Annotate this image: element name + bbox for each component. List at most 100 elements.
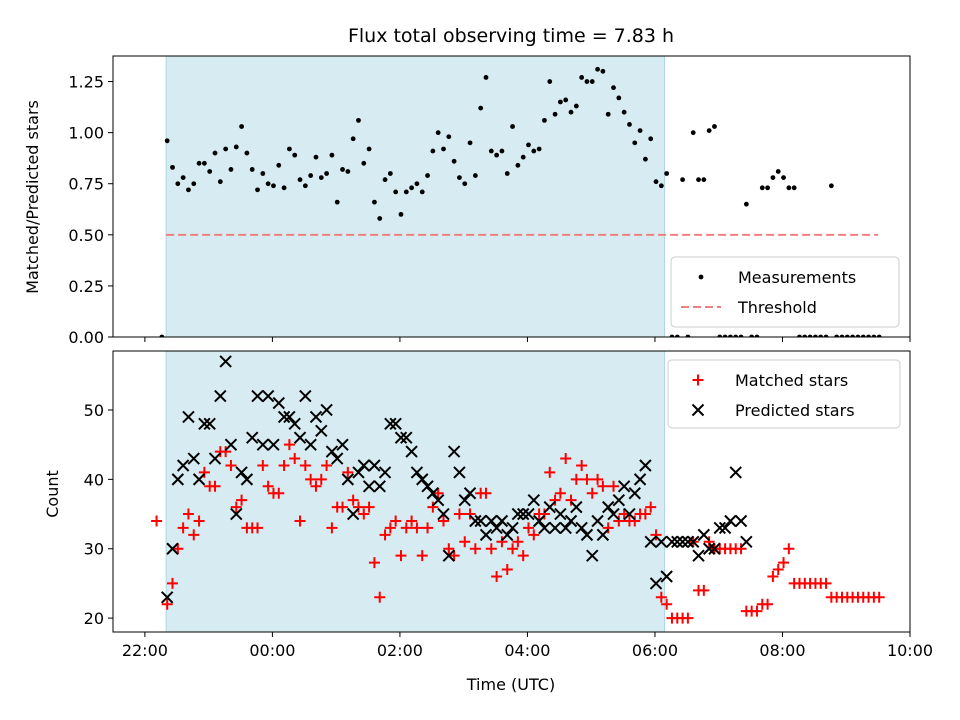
predicted-point: [623, 507, 636, 521]
predicted-point: [293, 431, 307, 444]
measurement-point: [175, 181, 181, 187]
measurement-point: [637, 128, 643, 133]
predicted-point: [447, 445, 461, 458]
predicted-point: [671, 535, 684, 549]
predicted-point: [463, 487, 477, 500]
matched-point: [570, 473, 582, 485]
plot-frame: [112, 350, 911, 633]
matched-point: [772, 564, 784, 576]
measurement-point: [765, 185, 771, 191]
predicted-point: [580, 528, 594, 542]
measurement-point: [616, 95, 622, 101]
predicted-point: [485, 514, 498, 528]
predicted-point: [230, 507, 243, 521]
measurement-point: [164, 138, 170, 144]
matched-point: [443, 543, 455, 555]
matched-point: [597, 480, 609, 492]
predicted-point: [713, 521, 726, 535]
predicted-point: [665, 535, 679, 549]
matched-point: [496, 536, 508, 548]
matched-point: [762, 598, 774, 610]
matched-point: [289, 453, 301, 465]
predicted-point: [501, 528, 514, 542]
predicted-point: [394, 431, 408, 444]
predicted-point: [649, 577, 663, 590]
measurement-point: [170, 164, 175, 170]
measurement-point: [403, 189, 409, 195]
predicted-point: [559, 521, 572, 535]
matched-point: [608, 480, 620, 492]
predicted-point: [267, 438, 280, 451]
top-panel: 0.00 0.25 0.50 0.75 1.00 1.25 Measurements Thre…: [68, 55, 911, 347]
matched-point: [384, 522, 396, 534]
predicted-point: [708, 542, 721, 555]
matched-point: [416, 550, 428, 562]
measurement-point: [398, 211, 404, 217]
predicted-point: [416, 473, 429, 486]
measurement-point: [611, 85, 616, 91]
measurement-point: [722, 334, 728, 337]
measurement-point: [499, 148, 505, 154]
measurement-point: [483, 75, 489, 80]
matched-point: [507, 543, 519, 555]
matched-point: [257, 459, 269, 471]
observing-window-band: [166, 56, 665, 337]
matched-point: [485, 543, 497, 555]
measurement-point: [706, 128, 712, 133]
measurement-point: [621, 109, 627, 115]
predicted-point: [724, 514, 737, 528]
data-layer: [151, 355, 885, 624]
measurement-point: [223, 146, 229, 152]
matched-point: [390, 515, 402, 527]
x-tick-label: 22:00: [122, 641, 168, 660]
measurement-point: [180, 175, 186, 180]
predicted-point: [538, 521, 551, 535]
measurement-point: [542, 117, 547, 123]
measurement-point: [186, 187, 191, 193]
predicted-point: [182, 410, 195, 424]
predicted-point: [522, 507, 535, 521]
measurement-point: [350, 136, 356, 142]
matched-point: [528, 529, 540, 541]
measurement-point: [292, 152, 298, 158]
measurement-point: [531, 148, 537, 154]
predicted-point: [527, 493, 541, 507]
measurement-point: [409, 185, 415, 191]
matched-point: [544, 466, 556, 478]
matched-point: [448, 550, 460, 562]
predicted-point: [336, 438, 349, 451]
y-tick-label: 30: [84, 540, 104, 559]
bottom-panel: 20 30 40 50 22:00 00:00 02:00 04:00 06:00 08:00 10…: [84, 350, 933, 660]
predicted-point: [400, 431, 413, 444]
measurement-point: [239, 124, 244, 129]
predicted-point: [490, 521, 503, 535]
legend-label: Measurements: [738, 268, 856, 287]
matched-point: [538, 508, 550, 520]
measurement-point: [366, 146, 372, 152]
predicted-point: [187, 452, 200, 465]
top-ylabel: Matched/Predicted stars: [23, 100, 42, 294]
measurement-point: [579, 75, 585, 80]
predicted-point: [277, 410, 291, 424]
predicted-point: [617, 480, 631, 493]
matched-point: [172, 543, 184, 555]
matched-point: [703, 536, 715, 548]
matched-point: [347, 494, 359, 506]
matched-point: [352, 501, 364, 513]
measurement-point: [791, 185, 797, 191]
measurement-point: [813, 334, 818, 337]
y-tick-label: 0.75: [68, 175, 104, 194]
measurement-point: [807, 334, 813, 337]
measurement-point: [318, 175, 324, 180]
measurement-point: [786, 185, 792, 191]
x-tick-label: 04:00: [504, 641, 550, 660]
measurement-point: [510, 124, 515, 129]
predicted-point: [283, 410, 296, 424]
measurement-point: [488, 148, 494, 154]
matched-point: [517, 550, 529, 562]
matched-point: [767, 570, 779, 582]
legend-label: Matched stars: [735, 371, 848, 390]
matched-point: [400, 522, 412, 534]
y-tick-label: 20: [84, 609, 104, 628]
matched-point: [188, 529, 200, 541]
